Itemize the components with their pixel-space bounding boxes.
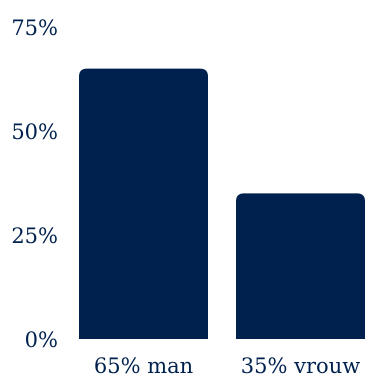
y-tick-label: 0% xyxy=(25,328,58,352)
x-category-label: 65% man xyxy=(94,354,193,376)
y-tick-label: 75% xyxy=(11,16,58,40)
y-tick-label: 25% xyxy=(11,224,58,248)
y-tick-label: 50% xyxy=(11,120,58,144)
x-axis: 65% man 35% vrouw xyxy=(94,354,360,376)
bar-man xyxy=(79,68,208,339)
x-category-label: 35% vrouw xyxy=(241,354,360,376)
bar-vrouw xyxy=(236,193,365,339)
y-axis: 0% 25% 50% 75% xyxy=(11,16,58,352)
bars xyxy=(79,68,365,339)
